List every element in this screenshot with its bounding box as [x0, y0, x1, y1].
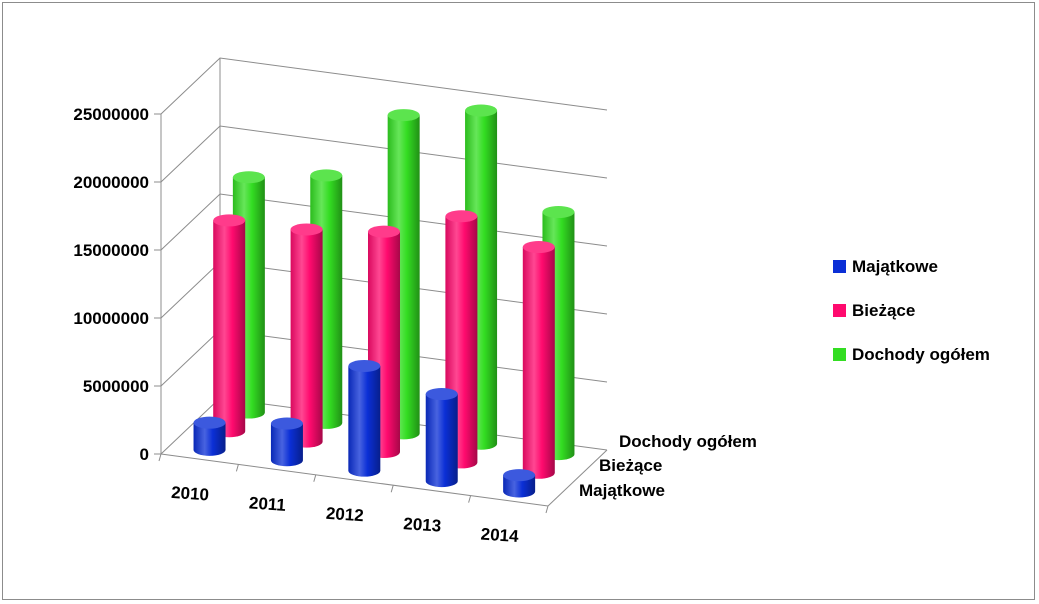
y-tick-label: 5000000 — [83, 377, 149, 396]
bar-top-Majątkowe-2014 — [503, 469, 536, 482]
depth-axis-label: Majątkowe — [579, 481, 665, 500]
bar-Majątkowe-2014 — [503, 475, 536, 498]
bar-Majątkowe-2011 — [270, 423, 303, 467]
bar-Majątkowe-2013 — [425, 394, 458, 488]
bar-Bieżące-2014 — [522, 247, 555, 479]
y-tick-label: 20000000 — [73, 173, 149, 192]
bar-Majątkowe-2010 — [193, 422, 226, 456]
bar-top-Dochody ogółem-2013 — [465, 104, 498, 117]
gridline — [160, 125, 608, 183]
x-tick-label: 2012 — [325, 504, 364, 525]
bar-top-Dochody ogółem-2010 — [232, 171, 265, 184]
depth-axis-line — [547, 449, 608, 507]
category-tick — [235, 464, 239, 472]
x-tick-label: 2013 — [403, 514, 442, 535]
legend-swatch — [833, 348, 846, 361]
bar-top-Majątkowe-2012 — [348, 359, 381, 372]
legend-entry: Dochody ogółem — [852, 345, 990, 364]
category-tick — [313, 474, 317, 482]
bar-top-Majątkowe-2013 — [425, 388, 458, 401]
bar-Majątkowe-2012 — [348, 365, 381, 477]
gridline — [160, 57, 608, 115]
bar-Bieżące-2011 — [290, 229, 323, 448]
bar-top-Dochody ogółem-2012 — [387, 109, 420, 122]
bar-top-Dochody ogółem-2014 — [542, 206, 575, 219]
depth-axis-label: Bieżące — [599, 456, 662, 475]
bar-Bieżące-2010 — [213, 220, 246, 438]
bar-top-Bieżące-2010 — [213, 214, 246, 227]
bar-top-Bieżące-2013 — [445, 210, 478, 223]
legend-swatch — [833, 260, 846, 273]
bar-top-Majątkowe-2010 — [193, 416, 226, 429]
category-tick — [390, 485, 394, 493]
cylinder-chart: 0 5000000 10000000 15000000 20000000 25000000… — [73, 57, 990, 547]
y-tick-label: 10000000 — [73, 309, 149, 328]
bar-top-Bieżące-2012 — [368, 225, 400, 238]
bar-top-Bieżące-2014 — [522, 241, 555, 254]
category-tick — [158, 453, 162, 462]
bar-top-Dochody ogółem-2011 — [310, 169, 343, 182]
depth-axis-label: Dochody ogółem — [619, 432, 757, 451]
legend-entry: Majątkowe — [852, 257, 938, 276]
x-tick-label: 2014 — [480, 525, 520, 547]
y-tick-label: 25000000 — [73, 105, 149, 124]
x-tick-label: 2010 — [171, 483, 210, 504]
y-tick-label: 0 — [140, 445, 149, 464]
bar-top-Majątkowe-2011 — [270, 417, 303, 430]
y-tick-label: 15000000 — [73, 241, 149, 260]
category-axis-line — [160, 453, 549, 507]
x-tick-label: 2011 — [248, 493, 286, 514]
category-tick — [468, 495, 472, 503]
legend-entry: Bieżące — [852, 301, 915, 320]
legend-swatch — [833, 304, 846, 317]
category-tick — [545, 505, 549, 514]
bar-top-Bieżące-2011 — [290, 223, 323, 236]
